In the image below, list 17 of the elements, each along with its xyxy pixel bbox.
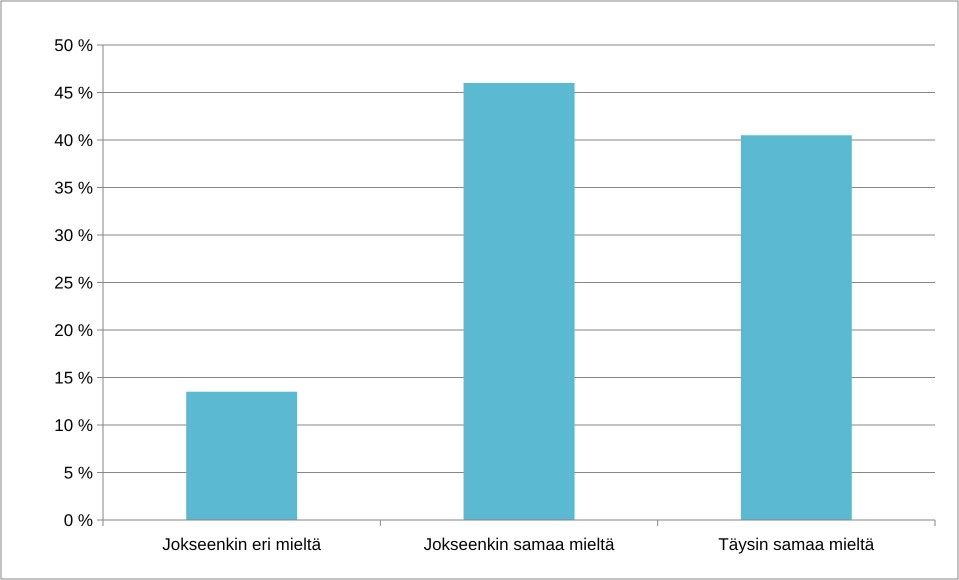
y-tick-label: 25 % xyxy=(54,273,93,292)
y-tick-label: 50 % xyxy=(54,36,93,55)
y-tick-label: 0 % xyxy=(64,510,93,530)
x-tick-label: Jokseenkin eri mieltä xyxy=(162,535,322,554)
x-tick-label: Täysin samaa mieltä xyxy=(718,535,875,554)
bar xyxy=(740,135,852,520)
y-tick-label: 45 % xyxy=(54,83,93,102)
bar xyxy=(464,83,574,520)
y-tick-label: 15 % xyxy=(54,368,93,388)
y-tick-label: 5 % xyxy=(64,463,93,482)
y-tick-label: 10 % xyxy=(54,416,93,435)
y-tick-label: 20 % xyxy=(54,320,93,340)
y-tick-label: 35 % xyxy=(54,178,93,198)
bar xyxy=(186,392,298,520)
x-tick-label: Jokseenkin samaa mieltä xyxy=(424,535,615,554)
y-tick-label: 30 % xyxy=(54,226,93,245)
y-tick-label: 40 % xyxy=(54,130,93,150)
